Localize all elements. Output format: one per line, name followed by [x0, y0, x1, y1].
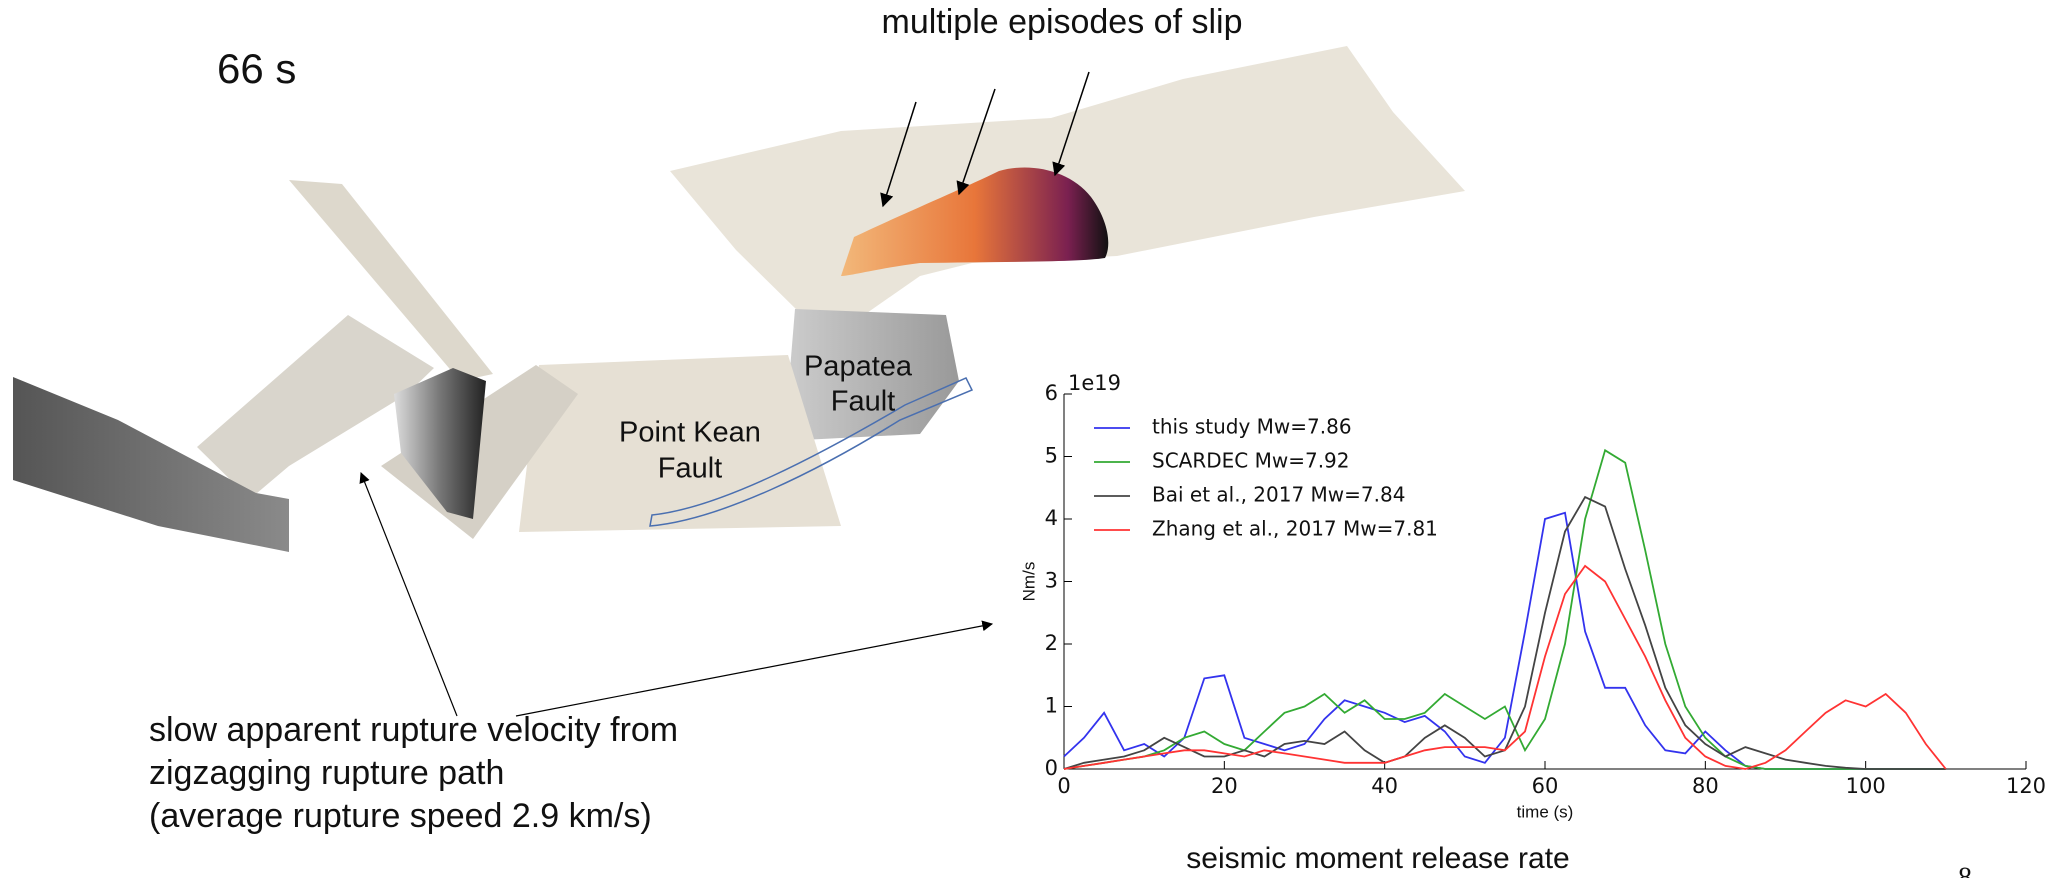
y-tick-label: 1	[1045, 694, 1058, 718]
fault-label: Fault	[658, 453, 722, 485]
series-line	[1064, 513, 1946, 769]
x-tick-label: 0	[1057, 774, 1070, 798]
legend-label: SCARDEC Mw=7.92	[1152, 449, 1350, 473]
caption: seismic moment release rate	[1186, 842, 1569, 875]
rupture-note: (average rupture speed 2.9 km/s)	[149, 797, 652, 835]
legend-label: this study Mw=7.86	[1152, 415, 1352, 439]
x-tick-label: 80	[1692, 774, 1719, 798]
fault-label: Fault	[831, 386, 895, 418]
legend-label: Zhang et al., 2017 Mw=7.81	[1152, 517, 1438, 541]
slide: 66 s multiple episodes of slip Papatea F…	[0, 0, 2060, 878]
legend-label: Bai et al., 2017 Mw=7.84	[1152, 483, 1405, 507]
page-number: 8	[1958, 862, 1972, 878]
y-offset-label: 1e19	[1068, 371, 1121, 395]
time-label: 66 s	[217, 45, 296, 92]
y-tick-label: 2	[1045, 631, 1058, 655]
slip-note: multiple episodes of slip	[882, 3, 1243, 41]
x-tick-label: 60	[1532, 774, 1559, 798]
rupture-note: slow apparent rupture velocity from	[149, 711, 678, 749]
y-tick-label: 6	[1045, 381, 1058, 405]
fault-label: Papatea	[804, 351, 913, 383]
x-tick-label: 20	[1211, 774, 1238, 798]
x-tick-label: 120	[2006, 774, 2046, 798]
y-tick-label: 3	[1045, 569, 1058, 593]
y-tick-label: 4	[1045, 506, 1058, 530]
y-axis-label: Nm/s	[1019, 562, 1038, 602]
x-tick-label: 100	[1846, 774, 1886, 798]
y-tick-label: 5	[1045, 444, 1058, 468]
fault-label: Point Kean	[619, 417, 761, 449]
fault-rendering	[13, 46, 1465, 716]
x-tick-label: 40	[1371, 774, 1398, 798]
x-axis-label: time (s)	[1517, 802, 1574, 821]
rupture-note: zigzagging rupture path	[149, 754, 504, 792]
y-tick-label: 0	[1045, 756, 1058, 780]
